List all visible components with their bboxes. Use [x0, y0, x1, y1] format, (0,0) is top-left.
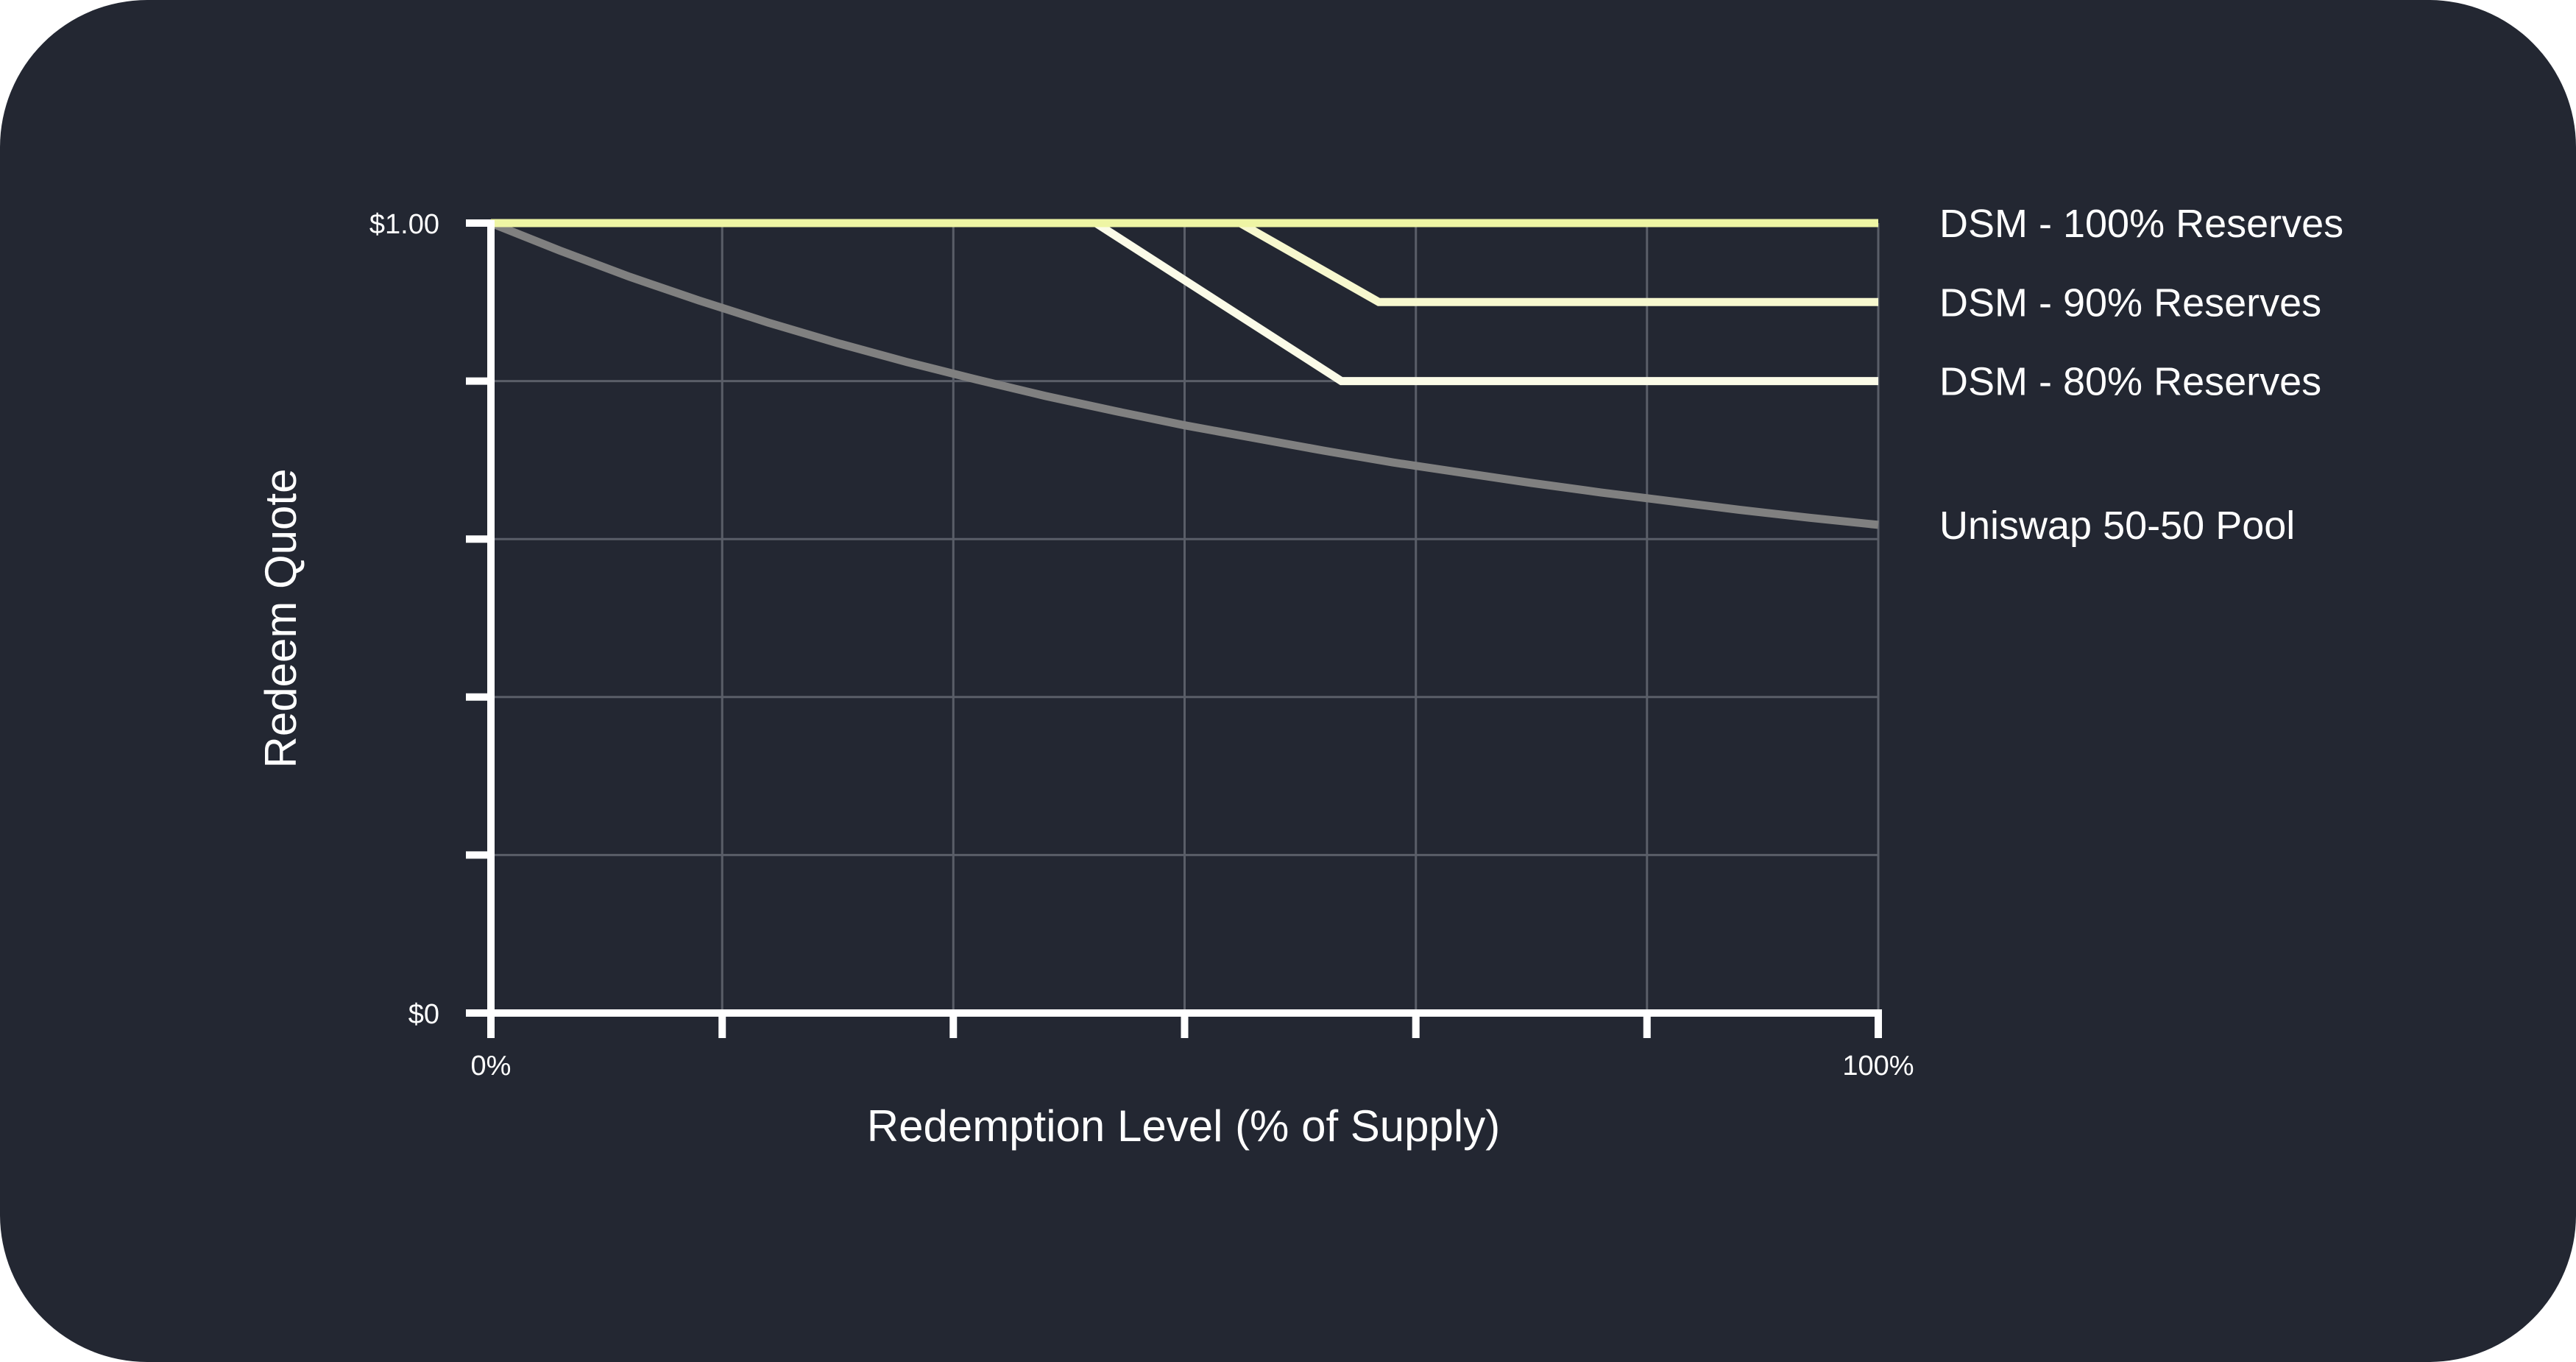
- legend-label-dsm-80-reserves: DSM - 80% Reserves: [1939, 360, 2321, 404]
- y-axis-title: Redeem Quote: [256, 469, 305, 769]
- legend-label-dsm-90-reserves: DSM - 90% Reserves: [1939, 280, 2321, 325]
- x-tick-label: 100%: [1842, 1051, 1914, 1082]
- legend-label-dsm-100-reserves: DSM - 100% Reserves: [1939, 202, 2343, 246]
- series-layer: [489, 219, 1879, 529]
- x-axis-title: Redemption Level (% of Supply): [867, 1101, 1500, 1151]
- grid-layer: [491, 222, 1880, 1013]
- axis-layer: [466, 219, 1882, 1038]
- legend-label-uniswap-50-50-pool: Uniswap 50-50 Pool: [1939, 504, 2295, 548]
- y-tick-label: $1.00: [369, 209, 439, 240]
- series-line-uniswap-50-50-pool: [489, 219, 1879, 529]
- x-tick-label: 0%: [471, 1051, 512, 1082]
- label-layer: $1.00 $0 0% 100% Redemption Level (% of Supp…: [256, 202, 2343, 1151]
- y-tick-label: $0: [408, 999, 439, 1030]
